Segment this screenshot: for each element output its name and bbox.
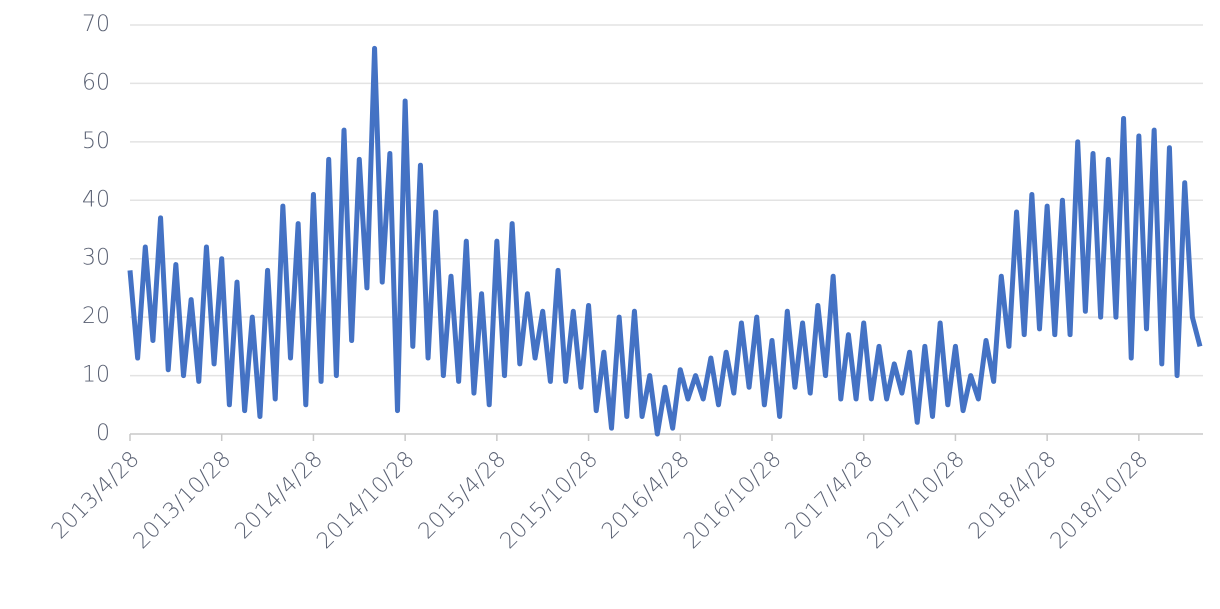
x-tick-label: 2015/4/28: [414, 447, 511, 544]
y-tick-label: 0: [96, 421, 110, 446]
y-tick-label: 10: [82, 363, 110, 388]
x-tick-label: 2018/4/28: [964, 447, 1061, 544]
x-tick-label: 2013/4/28: [47, 447, 144, 544]
x-tick-label: 2016/4/28: [597, 447, 694, 544]
x-tick-label: 2017/4/28: [781, 447, 878, 544]
y-tick-label: 30: [82, 246, 110, 271]
y-tick-label: 20: [82, 304, 110, 329]
x-tick-label: 2017/10/28: [863, 447, 970, 554]
x-tick-label: 2015/10/28: [496, 447, 603, 554]
y-tick-label: 50: [82, 129, 110, 154]
y-tick-label: 60: [82, 70, 110, 95]
x-tick-label: 2018/10/28: [1046, 447, 1153, 554]
y-tick-label: 40: [82, 187, 110, 212]
x-tick-label: 2014/10/28: [312, 447, 419, 554]
x-tick-label: 2016/10/28: [679, 447, 786, 554]
x-tick-label: 2013/10/28: [129, 447, 236, 554]
data-line: [127, 45, 1203, 437]
y-tick-label: 70: [82, 12, 110, 37]
x-tick-label: 2014/4/28: [230, 447, 327, 544]
